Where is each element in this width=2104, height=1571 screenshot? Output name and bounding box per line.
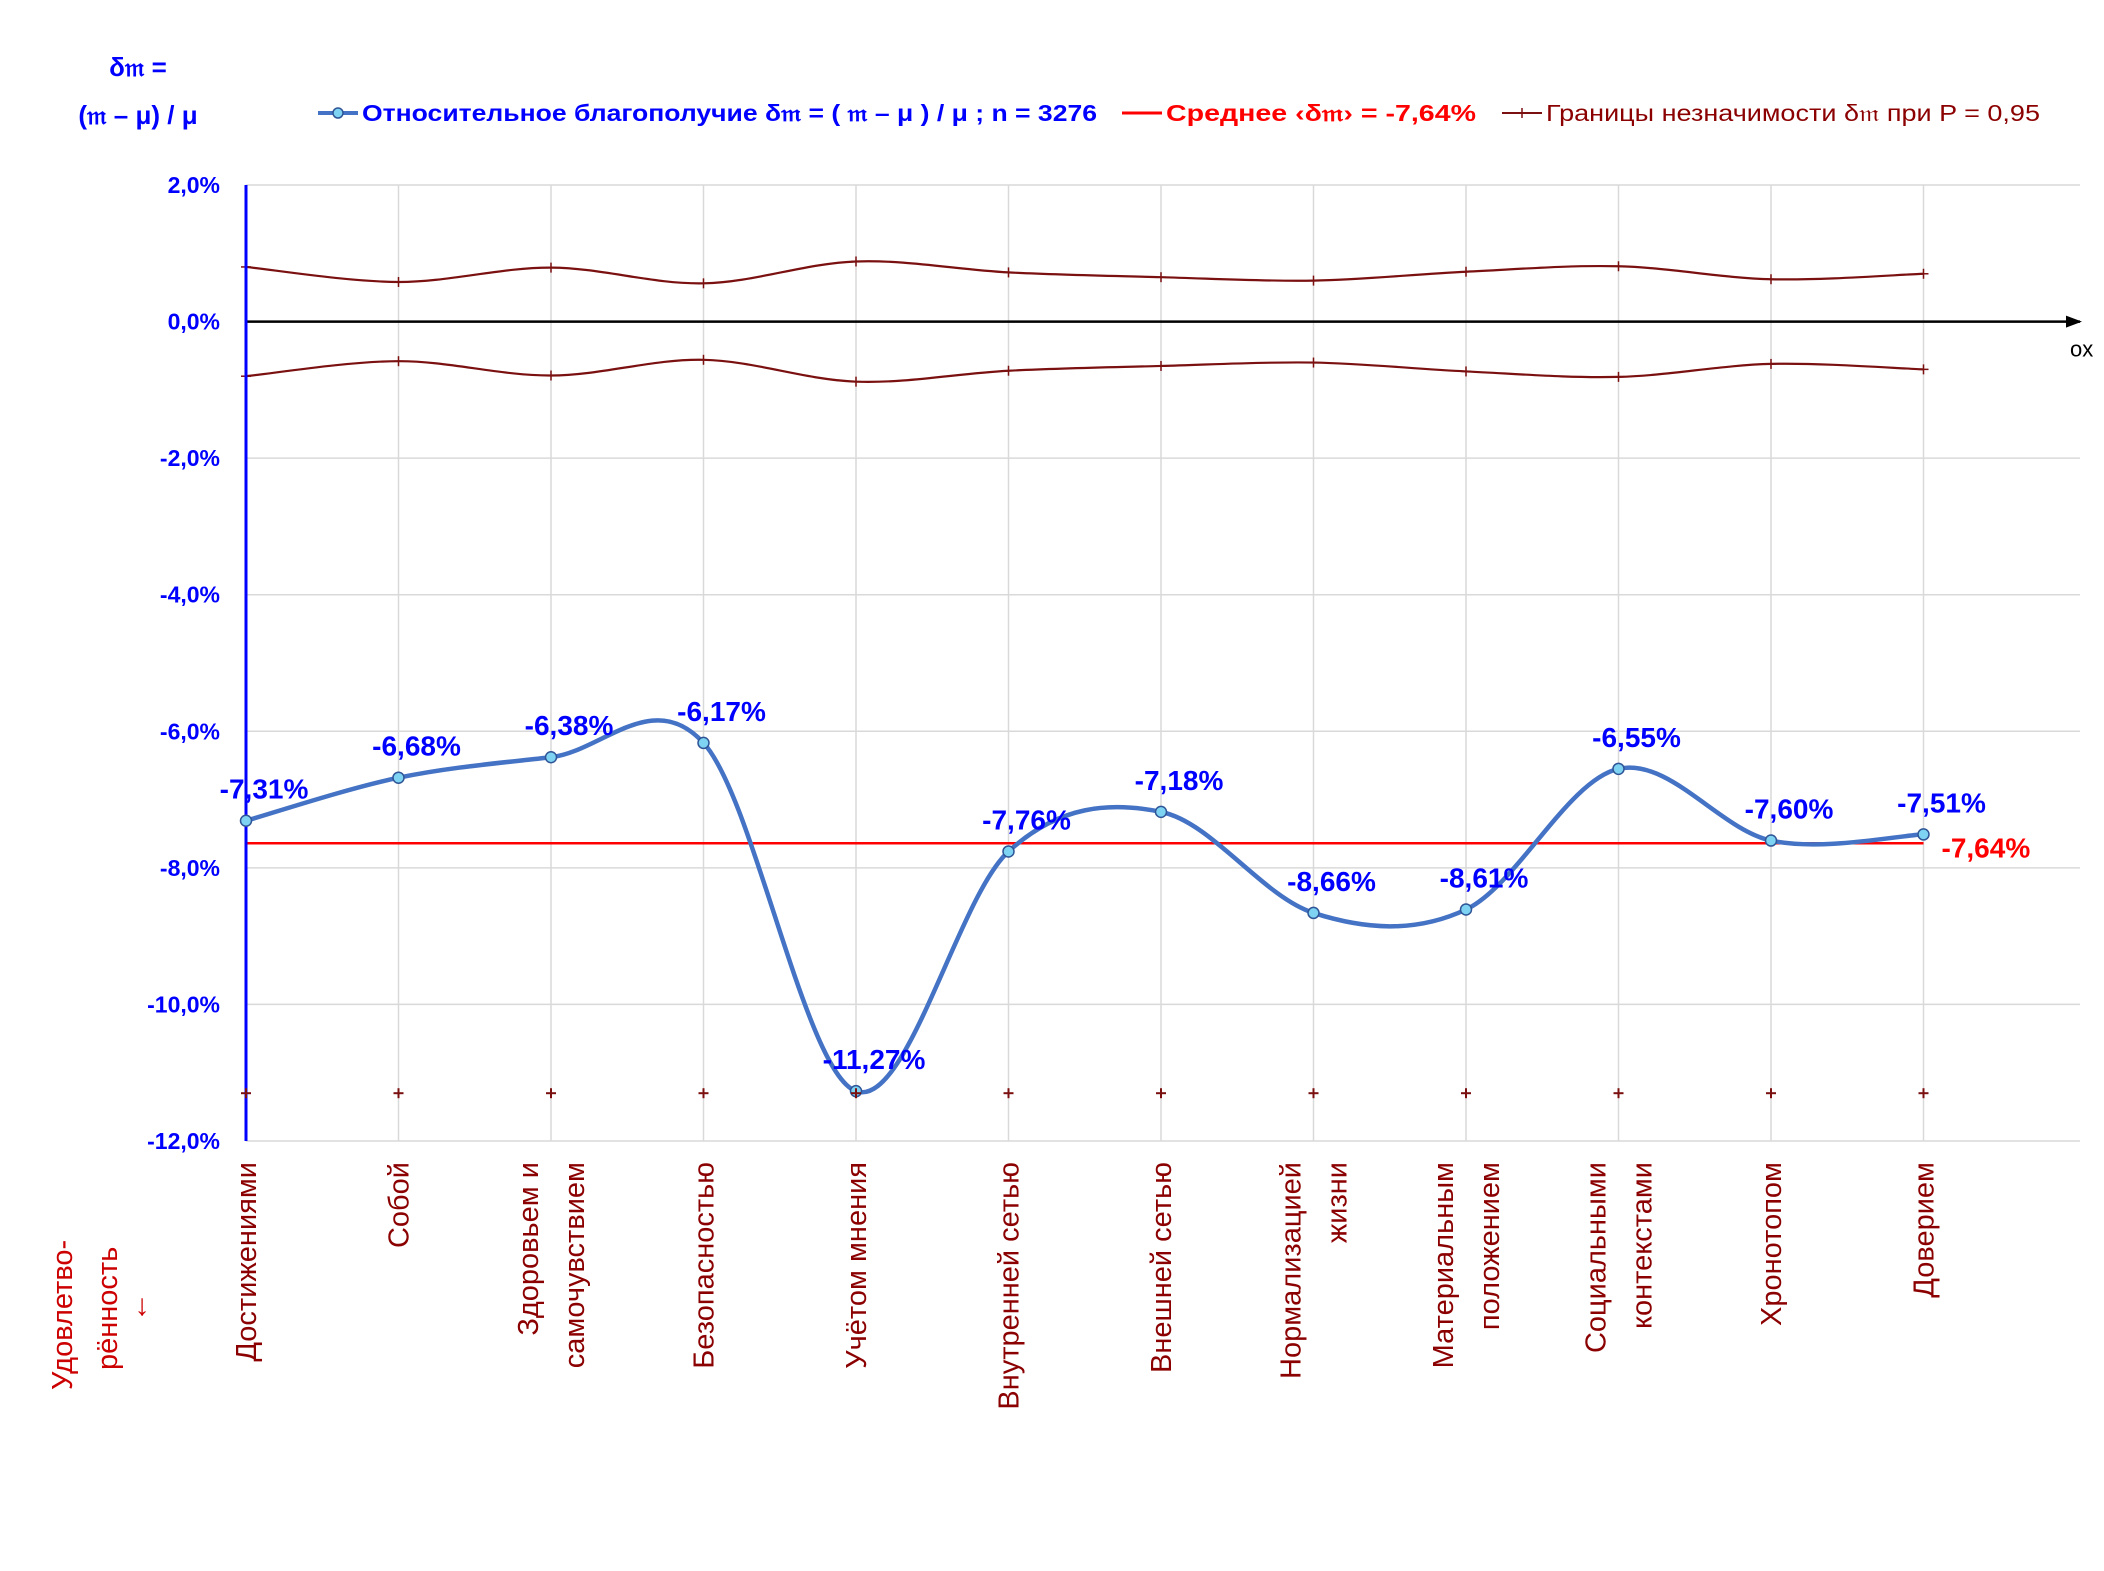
- y-tick-label: -6,0%: [160, 718, 220, 744]
- data-label: -7,51%: [1897, 787, 1986, 818]
- category-label: контекстами: [1627, 1162, 1659, 1329]
- mean-label: -7,64%: [1942, 832, 2031, 863]
- y-tick-label: -4,0%: [160, 582, 220, 608]
- row-label: Удовлетво- рённость ↓: [47, 1240, 150, 1390]
- category-label: Социальными: [1581, 1162, 1613, 1353]
- category-label: Внутренней сетью: [994, 1162, 1026, 1410]
- data-label: -11,27%: [823, 1044, 926, 1075]
- row-label-line2: рённость: [92, 1247, 124, 1370]
- series-path: [245, 718, 1924, 1095]
- lower-bound-line: [245, 358, 1924, 383]
- category-gridlines: [245, 185, 1925, 1141]
- data-label: -7,60%: [1745, 794, 1834, 825]
- data-label: -6,68%: [372, 731, 461, 762]
- y-axis-title-line2: (𝔪 – μ) / μ: [78, 100, 197, 130]
- y-tick-label: -12,0%: [147, 1128, 220, 1154]
- category-label: Собой: [384, 1162, 416, 1248]
- significance-bounds: [241, 256, 1929, 387]
- data-label: -8,66%: [1287, 866, 1376, 897]
- series-point: [1307, 906, 1320, 920]
- category-label: Хронотопом: [1756, 1162, 1788, 1326]
- legend-series-label: Относительное благополучие δ𝔪 = ( 𝔪 – μ …: [362, 100, 1097, 126]
- y-tick-label: -8,0%: [160, 855, 220, 881]
- x-axis-arrow-icon: [2066, 315, 2082, 328]
- category-labels: Достижениями Собой Здоровьем и самочувствие…: [231, 1162, 1941, 1410]
- data-label: -6,55%: [1592, 722, 1681, 753]
- category-label: самочувствием: [559, 1162, 591, 1368]
- y-axis-ticks: 2,0% 0,0% -2,0% -4,0% -6,0% -8,0% -10,0% -12,0%: [147, 172, 220, 1154]
- category-label: положением: [1474, 1162, 1506, 1330]
- data-label: -6,17%: [677, 696, 766, 727]
- data-label: -7,76%: [982, 804, 1071, 835]
- legend: Относительное благополучие δ𝔪 = ( 𝔪 – μ …: [318, 100, 2040, 126]
- series-point: [392, 771, 405, 784]
- bottom-markers: [241, 1088, 1929, 1099]
- legend-bounds-label: Границы незначимости δ𝔪 при P = 0,95: [1546, 100, 2040, 126]
- data-label: -6,38%: [525, 710, 614, 741]
- data-label: -8,61%: [1440, 863, 1529, 894]
- legend-series-marker: [332, 107, 344, 119]
- data-label: -7,31%: [220, 774, 309, 805]
- legend-mean-label: Среднее ‹δ𝔪› = -7,64%: [1166, 100, 1476, 126]
- y-tick-label: 0,0%: [168, 309, 220, 335]
- row-label-line1: Удовлетво-: [47, 1240, 79, 1390]
- series-line: -7,31% -6,68% -6,38% -6,17% -11,27% -7,76% -7,…: [220, 696, 1986, 1098]
- category-label: Материальным: [1428, 1162, 1460, 1368]
- series-point: [544, 750, 558, 764]
- category-label: Безопасностью: [689, 1162, 721, 1369]
- category-label: жизни: [1322, 1162, 1354, 1243]
- series-point: [1154, 805, 1168, 819]
- x-axis-title: ox: [2070, 337, 2093, 362]
- upper-bound-line: [245, 260, 1924, 285]
- category-label: Внешней сетью: [1146, 1162, 1178, 1373]
- row-label-arrow-icon: ↓: [135, 1289, 150, 1322]
- series-point: [1002, 845, 1015, 858]
- y-tick-label: 2,0%: [168, 172, 220, 198]
- series-point: [239, 814, 253, 827]
- series-point: [1917, 828, 1930, 841]
- category-label: Достижениями: [231, 1162, 263, 1362]
- y-tick-label: -10,0%: [147, 991, 220, 1017]
- data-label: -7,18%: [1135, 765, 1224, 796]
- category-label: Здоровьем и: [513, 1162, 545, 1336]
- gridlines: [246, 184, 2080, 1142]
- y-axis-title-line1: δ𝔪 =: [109, 52, 167, 82]
- category-label: Доверием: [1909, 1162, 1941, 1298]
- y-tick-label: -2,0%: [160, 445, 220, 471]
- series-point: [697, 736, 710, 750]
- series-point: [1764, 834, 1778, 847]
- category-label: Учётом мнения: [841, 1162, 873, 1369]
- series-point: [1459, 903, 1473, 916]
- series-point: [1612, 762, 1625, 776]
- category-label: Нормализацией: [1276, 1162, 1308, 1379]
